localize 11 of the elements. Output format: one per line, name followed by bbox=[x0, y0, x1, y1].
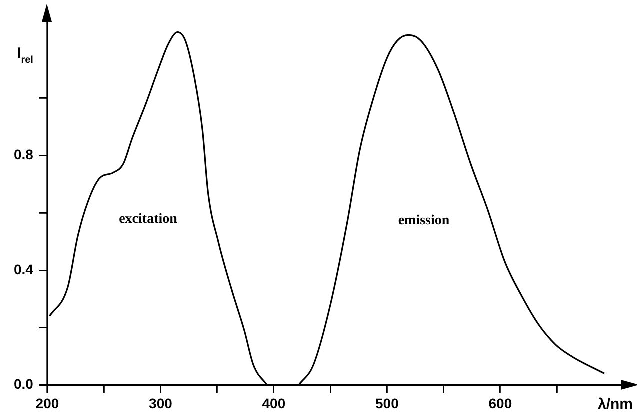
y-tick-label: 0.8 bbox=[14, 146, 34, 163]
x-tick-label: 400 bbox=[262, 395, 286, 412]
x-tick-label: 300 bbox=[149, 395, 173, 412]
x-axis-title: λ/nm bbox=[598, 396, 634, 414]
x-tick-label: 200 bbox=[36, 395, 60, 412]
x-tick-label: 600 bbox=[488, 395, 512, 412]
text: excitation bbox=[119, 212, 178, 227]
y-tick-label: 0.4 bbox=[14, 261, 34, 278]
text: emission bbox=[398, 213, 450, 228]
y-tick-label: 0.0 bbox=[14, 376, 34, 392]
x-tick-label: 500 bbox=[376, 395, 400, 412]
